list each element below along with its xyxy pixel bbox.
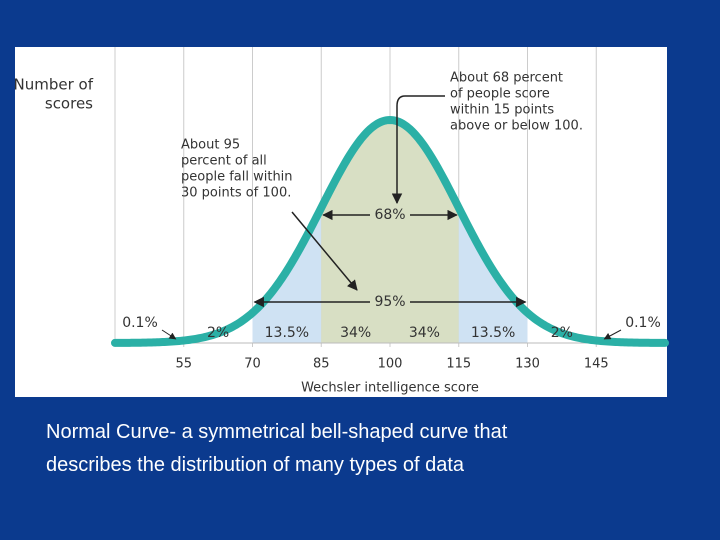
segment-label: 13.5% [471, 325, 515, 341]
x-tick-label: 85 [313, 357, 330, 372]
y-axis-label: scores [45, 95, 93, 113]
pointer-arrow [161, 329, 177, 340]
x-axis-label: Wechsler intelligence score [301, 381, 479, 396]
annotation: within 15 points [450, 103, 554, 118]
annotation-arrow [291, 211, 358, 291]
segment-area [527, 312, 597, 343]
segment-area [183, 312, 253, 343]
bracket-label: 95% [374, 294, 405, 310]
segment-label: 0.1% [625, 315, 661, 331]
annotation: percent of all [181, 154, 267, 169]
annotation: About 68 percent [450, 71, 563, 86]
segment-label: 34% [409, 325, 440, 341]
segment-label: 2% [551, 325, 573, 341]
segment-label: 34% [340, 325, 371, 341]
annotation: above or below 100. [450, 119, 583, 134]
annotation: of people score [450, 87, 550, 102]
annotation: people fall within [181, 170, 293, 185]
segment-label: 13.5% [265, 325, 309, 341]
caption-line: describes the distribution of many types… [46, 454, 465, 476]
x-tick-label: 115 [446, 357, 471, 372]
bracket-label: 68% [374, 207, 405, 223]
pointer-arrow [603, 329, 622, 340]
x-tick-label: 100 [378, 357, 403, 372]
x-tick-label: 55 [175, 357, 192, 372]
annotation: 30 points of 100. [181, 186, 291, 201]
annotation-arrow [391, 95, 445, 205]
x-tick-label: 130 [515, 357, 540, 372]
bell-curve [111, 115, 669, 347]
x-tick-label: 70 [244, 357, 261, 372]
x-tick-label: 145 [584, 357, 609, 372]
y-axis-label: Number of [14, 76, 94, 94]
segment-label: 0.1% [122, 315, 158, 331]
caption-line: Normal Curve- a symmetrical bell-shaped … [46, 421, 508, 443]
segment-label: 2% [207, 325, 229, 341]
annotation: About 95 [181, 138, 240, 153]
